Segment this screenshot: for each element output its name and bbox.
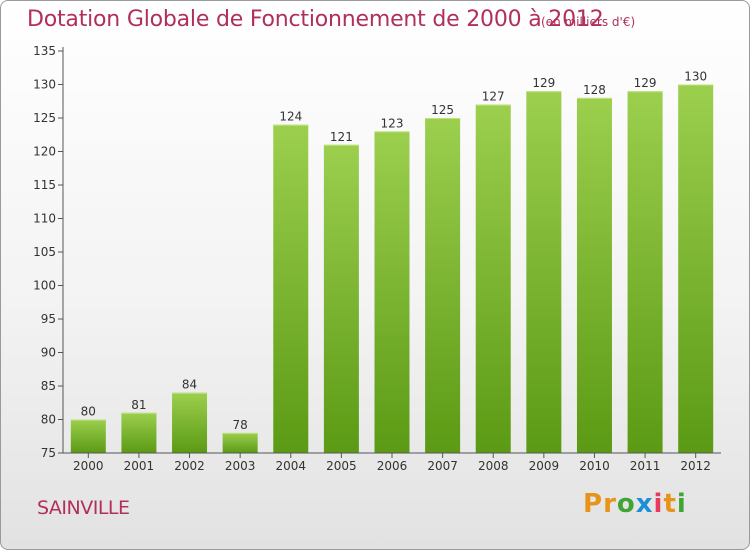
bar-2000	[70, 419, 106, 453]
bar-2011	[627, 91, 663, 453]
y-tick-label: 100	[33, 279, 56, 293]
x-tick-label: 2005	[326, 459, 357, 473]
y-tick-label: 85	[41, 379, 56, 393]
x-tick-label: 2006	[377, 459, 408, 473]
data-label: 128	[583, 83, 606, 97]
y-tick-label: 105	[33, 245, 56, 259]
y-tick-label: 135	[33, 44, 56, 58]
bar-2012	[678, 84, 714, 453]
data-label: 81	[131, 398, 146, 412]
x-tick-label: 2003	[225, 459, 256, 473]
x-tick-label: 2000	[73, 459, 104, 473]
y-tick-label: 90	[41, 346, 56, 360]
y-tick-label: 120	[33, 145, 56, 159]
x-tick-label: 2002	[174, 459, 205, 473]
bar-2010	[576, 97, 612, 454]
y-tick-label: 125	[33, 111, 56, 125]
data-label: 125	[431, 103, 454, 117]
y-tick-label: 75	[41, 446, 56, 460]
logo-letter: t	[663, 489, 677, 519]
data-label: 123	[381, 116, 404, 130]
data-label: 129	[532, 76, 555, 90]
chart-unit-label: (en milliers d'€)	[541, 15, 636, 29]
x-tick-label: 2011	[630, 459, 661, 473]
data-label: 129	[634, 76, 657, 90]
y-tick-label: 115	[33, 178, 56, 192]
bar-2001	[121, 412, 157, 453]
bar-2004	[273, 124, 309, 453]
x-tick-label: 2009	[529, 459, 560, 473]
data-label: 124	[279, 110, 302, 124]
bar-2009	[526, 91, 562, 453]
x-tick-label: 2001	[124, 459, 155, 473]
y-tick-label: 130	[33, 78, 56, 92]
x-tick-label: 2004	[275, 459, 306, 473]
chart-title: Dotation Globale de Fonctionnement de 20…	[27, 7, 604, 32]
x-tick-label: 2008	[478, 459, 509, 473]
data-label: 78	[233, 418, 248, 432]
data-label: 130	[684, 70, 707, 84]
bar-2008	[475, 104, 511, 453]
data-label: 121	[330, 130, 353, 144]
place-name: SAINVILLE	[37, 497, 130, 519]
data-label: 84	[182, 378, 197, 392]
proxiti-logo: Proxiti	[583, 489, 687, 519]
bar-2007	[425, 118, 461, 453]
data-label: 127	[482, 90, 505, 104]
bar-2002	[172, 392, 208, 453]
logo-letter: P	[583, 489, 604, 519]
x-tick-label: 2012	[680, 459, 711, 473]
bar-2006	[374, 131, 410, 453]
bar-2003	[222, 432, 258, 453]
y-tick-label: 110	[33, 212, 56, 226]
logo-letter: o	[616, 489, 636, 519]
logo-letter: x	[635, 489, 654, 519]
x-tick-label: 2010	[579, 459, 610, 473]
x-tick-label: 2007	[427, 459, 458, 473]
logo-letter: i	[676, 489, 687, 519]
bar-2005	[323, 144, 359, 454]
y-tick-label: 80	[41, 413, 56, 427]
data-label: 80	[81, 405, 96, 419]
logo-letter: i	[653, 489, 664, 519]
logo-letter: r	[603, 489, 617, 519]
y-tick-label: 95	[41, 312, 56, 326]
